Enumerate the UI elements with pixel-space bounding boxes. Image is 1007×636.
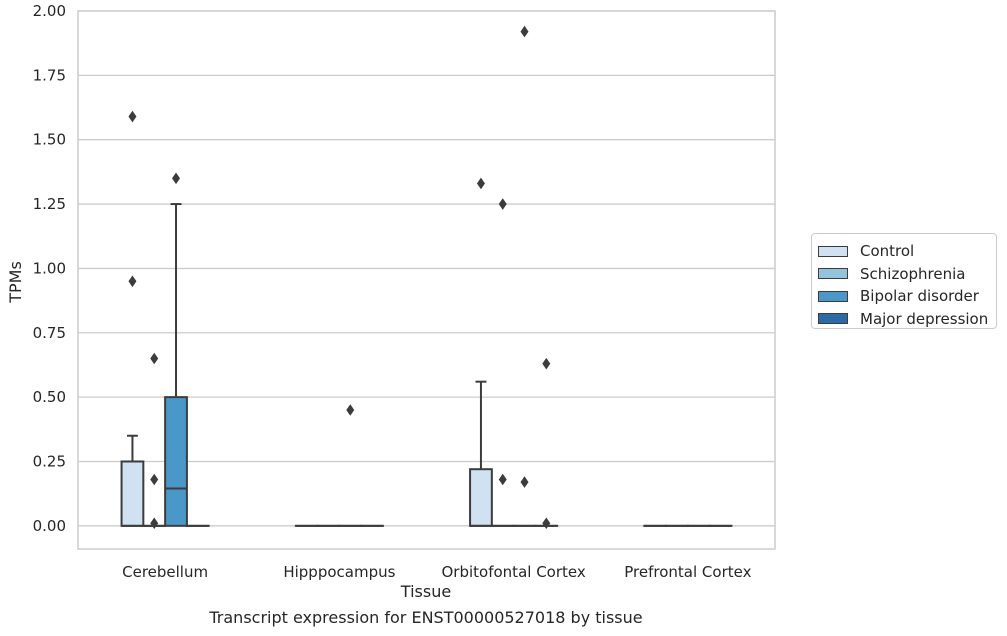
- legend-label: Major depression: [860, 309, 989, 328]
- outlier-point: [542, 517, 551, 530]
- box-0-0: [120, 110, 145, 527]
- y-tick-label: 0.25: [33, 452, 66, 470]
- y-tick-labels: 0.00 0.25 0.50 0.75 1.00 1.25 1.50 1.75 2.00: [33, 2, 66, 535]
- legend-label: Bipolar disorder: [860, 287, 979, 306]
- box-0-2: [164, 172, 188, 527]
- legend-label: Schizophrenia: [860, 264, 966, 283]
- legend-swatch: [818, 313, 848, 325]
- outlier-point: [150, 517, 159, 530]
- boxes: [120, 25, 733, 530]
- legend-item: Schizophrenia: [818, 263, 996, 286]
- box-2-3: [534, 357, 559, 530]
- box-2-2: [512, 25, 537, 527]
- x-tick-label: Cerebellum: [122, 563, 208, 581]
- outlier-point: [542, 357, 551, 370]
- outlier-point: [346, 404, 355, 416]
- outlier-point: [150, 473, 159, 486]
- legend-swatch: [818, 290, 848, 302]
- box-1-2: [338, 404, 363, 527]
- x-tick-label: Prefrontal Cortex: [624, 563, 751, 581]
- x-tick-label: Hipppocampus: [283, 563, 395, 581]
- outlier-point: [520, 25, 529, 38]
- box-2-0: [469, 177, 493, 527]
- outlier-point: [150, 352, 159, 365]
- y-tick-label: 0.50: [33, 388, 66, 406]
- box-body: [120, 460, 145, 527]
- x-tick-label: Orbitofontal Cortex: [442, 563, 586, 581]
- outlier-point: [498, 198, 507, 210]
- y-tick-label: 0.00: [33, 517, 66, 535]
- legend-swatch: [818, 245, 848, 257]
- legend-item: Control: [818, 240, 996, 263]
- box-2-1: [490, 198, 515, 527]
- x-tick-labels: Cerebellum Hipppocampus Orbitofontal Corte…: [122, 563, 751, 581]
- legend-item: Bipolar disorder: [818, 285, 996, 308]
- box-0-1: [142, 352, 167, 530]
- legend-item: Major depression: [818, 308, 996, 331]
- y-tick-label: 1.25: [33, 195, 66, 213]
- y-tick-label: 1.00: [33, 259, 66, 277]
- y-axis-title: TPMs: [6, 261, 25, 304]
- box-body: [164, 396, 188, 527]
- outlier-point: [476, 177, 485, 190]
- outlier-point: [128, 110, 137, 123]
- legend-swatch: [818, 268, 848, 280]
- plot-frame: [77, 10, 776, 550]
- y-tick-label: 1.50: [33, 131, 66, 149]
- outlier-point: [128, 275, 137, 288]
- y-tick-label: 2.00: [33, 2, 66, 20]
- legend-label: Control: [860, 242, 915, 261]
- y-tick-label: 0.75: [33, 324, 66, 342]
- outlier-point: [172, 172, 181, 185]
- chart-caption: Transcript expression for ENST0000052701…: [208, 608, 642, 627]
- box-body: [469, 468, 493, 527]
- x-axis-title: Tissue: [400, 582, 451, 601]
- outlier-point: [520, 476, 529, 488]
- legend: Control Schizophrenia Bipolar disorder Majo…: [811, 233, 997, 329]
- y-tick-label: 1.75: [33, 66, 66, 84]
- outlier-point: [498, 473, 507, 486]
